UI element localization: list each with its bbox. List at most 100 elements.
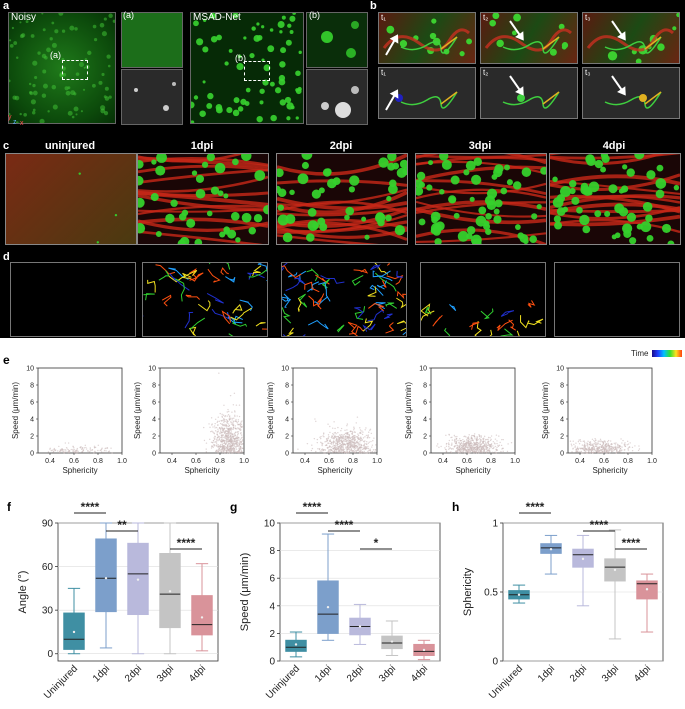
scatter-point <box>88 451 90 453</box>
box-xtick: 1dpi <box>313 663 334 684</box>
scatter-point <box>607 439 610 442</box>
scatter-point <box>213 445 216 447</box>
scatter-point <box>240 443 243 446</box>
e-ytick: 2 <box>560 434 564 441</box>
scatter-point <box>65 450 67 452</box>
box-mean <box>104 577 108 580</box>
scatter-point <box>341 449 344 452</box>
scatter-point <box>311 447 314 450</box>
scatter-point <box>238 437 240 439</box>
box-xtick: 1dpi <box>91 663 112 684</box>
scatter-point <box>481 440 483 443</box>
scatter-point <box>363 444 366 446</box>
scatter-point <box>89 448 91 450</box>
scatter-point <box>333 446 336 448</box>
scatter-point <box>465 444 468 446</box>
scatter-point <box>610 447 612 450</box>
box-chart-g: 0 2 4 6 8 10 Speed (μm/min) Uninjured 1dpi 2dpi 3d… <box>239 500 441 701</box>
scatter-point <box>583 452 585 454</box>
scatter-point <box>236 422 239 424</box>
scatter-point <box>600 452 602 454</box>
scatter-point <box>571 451 573 453</box>
scatter-point <box>489 437 491 439</box>
scatter-point <box>359 427 361 429</box>
scatter-point <box>498 435 500 437</box>
scatter-point <box>374 449 377 451</box>
scatter-point <box>370 432 373 435</box>
scatter-point <box>578 439 580 441</box>
scatter-point <box>374 450 376 453</box>
scatter-point <box>357 434 360 437</box>
scatter-point <box>101 447 103 449</box>
scatter-point <box>448 443 450 445</box>
e-xtick: 0.6 <box>191 458 201 465</box>
scatter-point <box>228 436 230 438</box>
scatter-point <box>569 440 572 442</box>
scatter-point <box>235 439 237 442</box>
scatter-point <box>97 449 99 452</box>
scatter-point <box>496 440 498 442</box>
scatter-point <box>349 439 351 442</box>
scatter-point <box>359 443 361 445</box>
scatter-point <box>228 433 230 436</box>
scatter-point <box>350 438 353 441</box>
scatter-point <box>359 429 362 431</box>
e-ytick: 6 <box>285 400 289 407</box>
scatter-point <box>241 440 244 442</box>
scatter-point <box>613 442 615 445</box>
scatter-point <box>240 432 242 434</box>
scatter-point <box>235 418 237 421</box>
condition-header: 2dpi <box>329 140 353 152</box>
scatter-point <box>208 423 210 425</box>
scatter-point <box>103 449 106 452</box>
scatter-point <box>348 452 350 454</box>
scatter-point <box>479 448 481 450</box>
scatter-point <box>600 440 602 442</box>
scatter-point <box>475 440 478 442</box>
scatter-point <box>485 442 487 444</box>
scatter-point <box>65 446 68 449</box>
box-xtick: 3dpi <box>600 663 621 684</box>
scatter-point <box>354 436 356 439</box>
scatter-point <box>227 431 229 433</box>
scatter-point <box>499 441 501 444</box>
scatter-point <box>342 440 344 443</box>
scatter-point <box>346 423 349 425</box>
scatter-point <box>604 444 606 447</box>
scatter-point <box>466 449 468 451</box>
volume-uninjured <box>5 153 137 245</box>
scatter-point <box>588 450 590 452</box>
scatter-point <box>232 434 234 436</box>
e-ytick: 10 <box>148 366 156 373</box>
scatter-point <box>368 452 371 454</box>
scatter-point <box>70 448 72 451</box>
scatter-point <box>367 434 369 436</box>
scatter-point <box>219 436 221 439</box>
scatter-point <box>321 444 323 447</box>
scatter-point <box>236 415 238 417</box>
scatter-point <box>600 449 602 451</box>
scatter-point <box>239 445 242 448</box>
scatter-point <box>364 440 366 442</box>
scatter-point <box>588 444 590 446</box>
scatter-point <box>484 443 486 445</box>
scatter-point <box>221 413 223 416</box>
scatter-point <box>502 450 504 453</box>
box-mean <box>358 625 362 628</box>
scatter-point <box>620 451 622 453</box>
scatter-point <box>110 447 112 449</box>
scatter-point <box>448 439 451 442</box>
scatter-point <box>356 440 359 442</box>
scatter-point <box>229 443 231 446</box>
e-ylabel: Speed (μm/min) <box>11 382 20 439</box>
scatter-point <box>604 441 606 443</box>
box-3dpi <box>604 529 626 640</box>
scatter-point <box>221 431 223 434</box>
box-uninjured <box>63 587 85 655</box>
scatter-point <box>213 432 215 434</box>
scatter-point <box>89 450 92 452</box>
scatter-point <box>354 431 356 434</box>
box-chart-f: 0 30 60 90 Angle (°) Uninjured 1dpi 2dpi 3dpi 4dp… <box>17 500 219 701</box>
scatter-point <box>574 446 576 449</box>
box-xtick: 2dpi <box>568 663 589 684</box>
